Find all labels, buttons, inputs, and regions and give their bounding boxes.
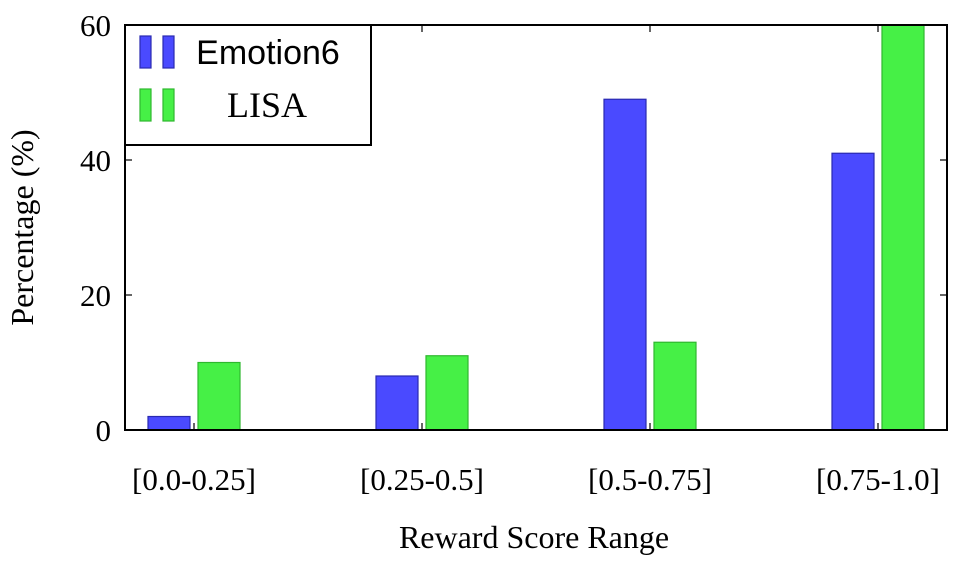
- legend-swatch-emotion6: [139, 35, 152, 69]
- legend-label-lisa: LISA: [227, 85, 307, 125]
- x-axis-ticks: [0.0-0.25] [0.25-0.5] [0.5-0.75] [0.75-1.0]: [132, 25, 940, 497]
- bar-emotion6-3: [831, 152, 875, 431]
- legend-swatch-emotion6: [162, 35, 175, 69]
- legend-label-emotion6: Emotion6: [196, 34, 340, 72]
- bar-emotion6-1: [375, 375, 419, 431]
- x-tick-label: [0.75-1.0]: [816, 462, 940, 497]
- plot-frame: [124, 24, 948, 431]
- x-axis-title: Reward Score Range: [399, 519, 669, 555]
- bar-lisa-2: [653, 341, 697, 431]
- y-tick-label: 0: [96, 413, 112, 448]
- y-axis-ticks: 0 20 40 60: [80, 8, 947, 448]
- legend-swatch-lisa: [139, 88, 152, 122]
- bar-lisa-1: [425, 355, 469, 431]
- y-tick-label: 20: [80, 278, 111, 313]
- y-tick-label: 60: [80, 8, 111, 43]
- legend: Emotion6 LISA: [124, 24, 372, 146]
- x-tick-label: [0.5-0.75]: [588, 462, 712, 497]
- bar-emotion6-2: [603, 98, 647, 431]
- bar-lisa-3: [881, 24, 925, 431]
- legend-swatch-lisa: [162, 88, 175, 122]
- bar-lisa-0: [197, 361, 241, 431]
- y-tick-label: 40: [80, 143, 111, 178]
- x-tick-label: [0.25-0.5]: [360, 462, 484, 497]
- bars: [147, 24, 925, 431]
- bar-emotion6-0: [147, 415, 191, 431]
- x-tick-label: [0.0-0.25]: [132, 462, 256, 497]
- y-axis-title: Percentage (%): [4, 129, 40, 325]
